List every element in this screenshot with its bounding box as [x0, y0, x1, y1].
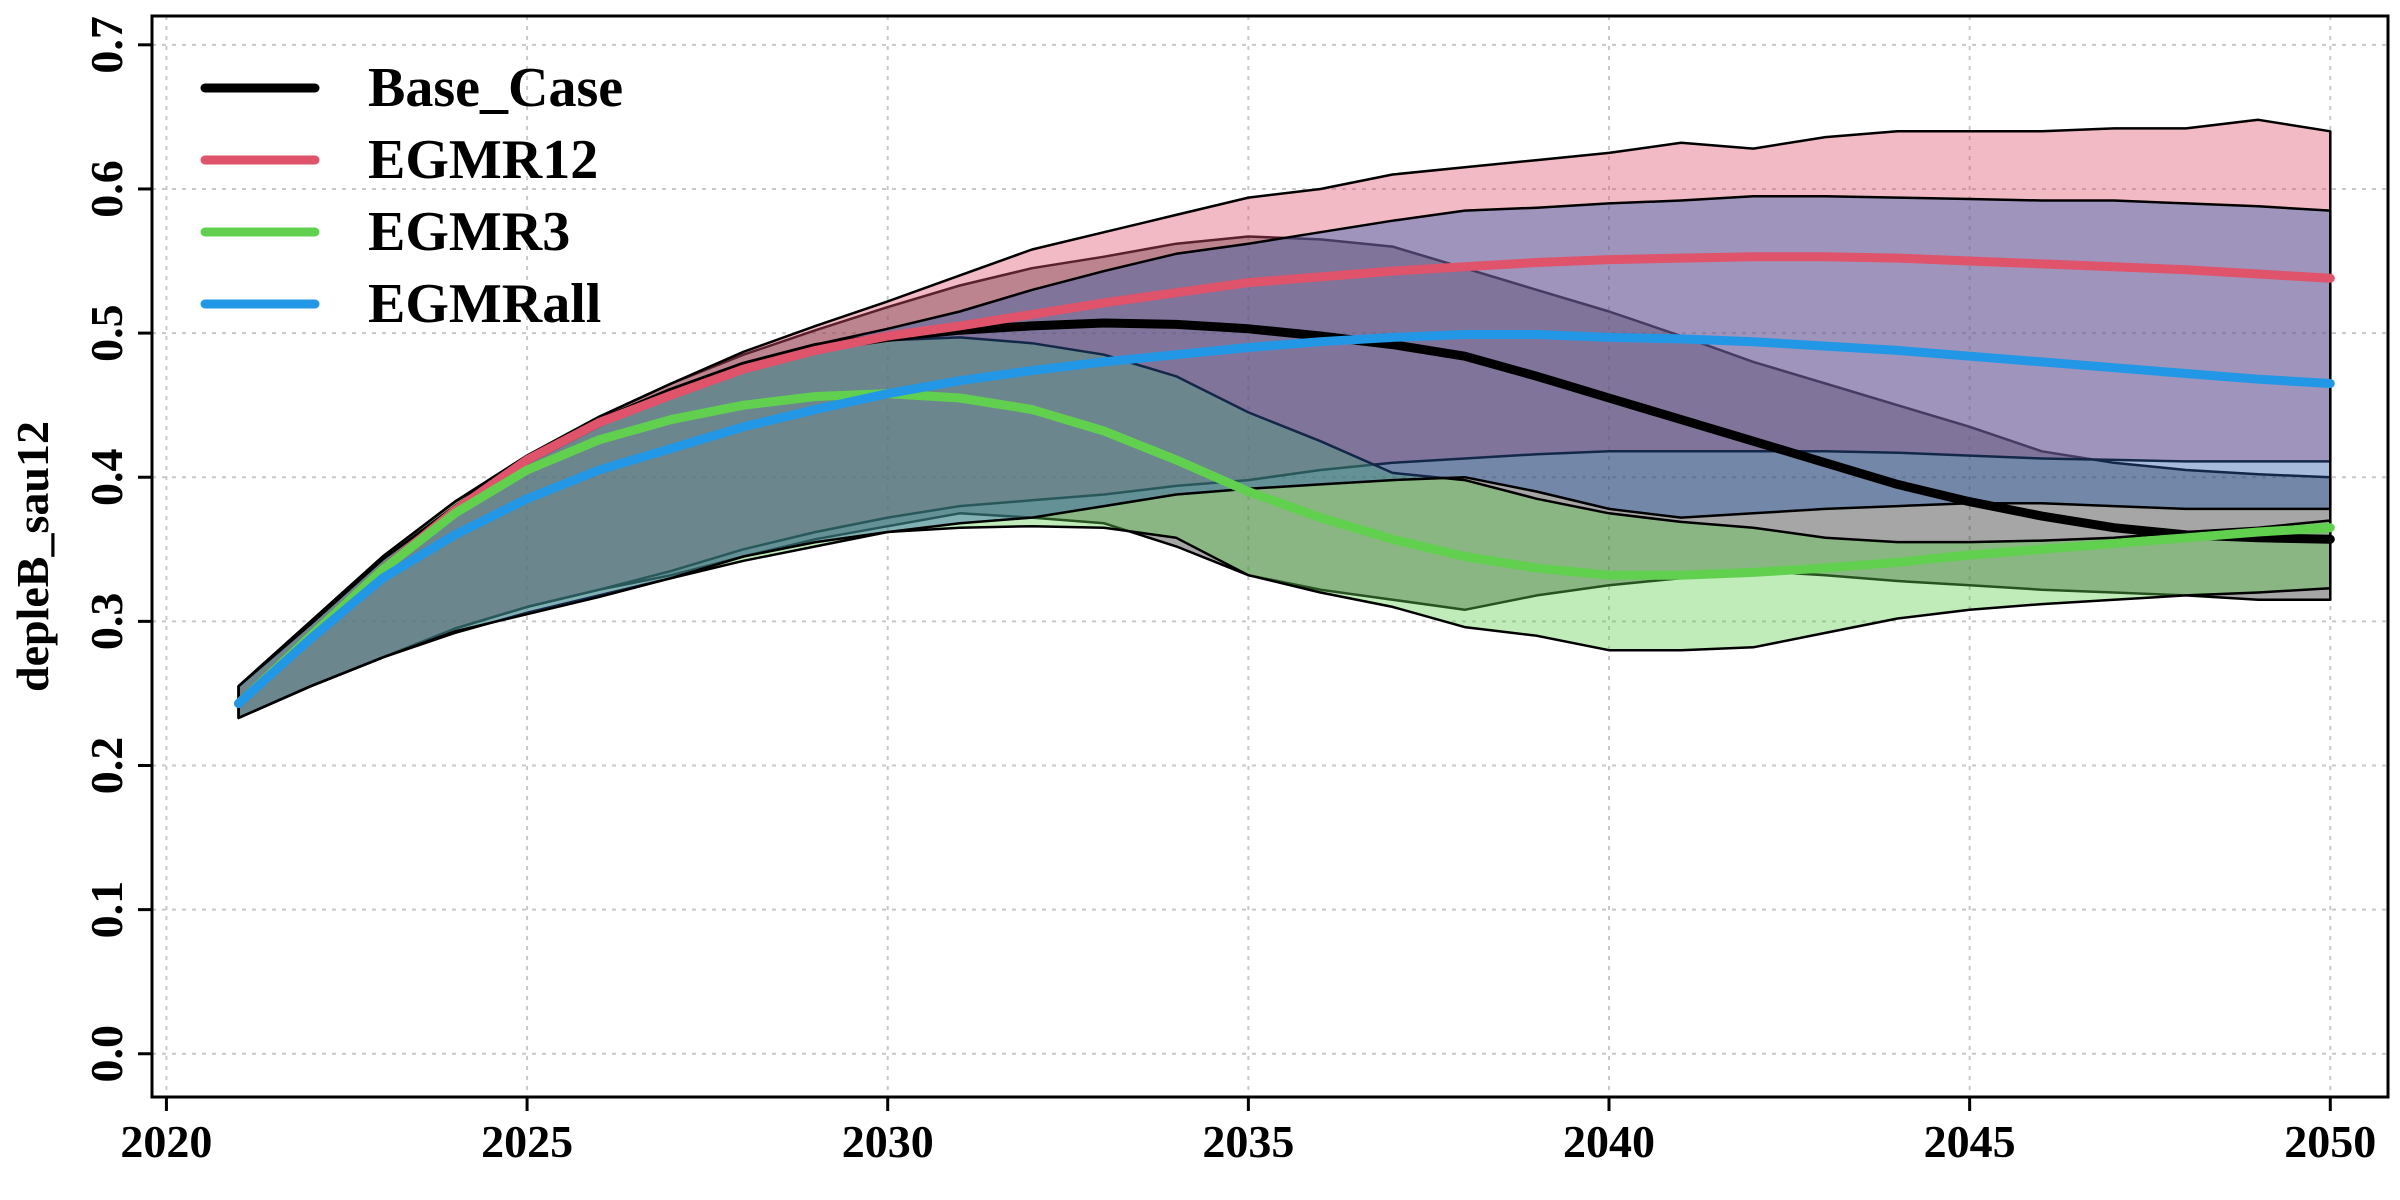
y-tick-label: 0.0 [81, 1025, 132, 1083]
legend-label-egmrall: EGMRall [368, 273, 601, 335]
x-tick-label: 2020 [120, 1116, 212, 1167]
y-tick-label: 0.4 [81, 448, 132, 506]
x-tick-label: 2040 [1563, 1116, 1655, 1167]
y-tick-label: 0.1 [81, 881, 132, 939]
legend: Base_Case EGMR12 EGMR3 EGMRall [200, 57, 623, 335]
y-tick-label: 0.3 [81, 593, 132, 651]
median-lines [234, 252, 2335, 708]
legend-label-egmr3: EGMR3 [368, 201, 570, 263]
legend-label-base-case: Base_Case [368, 57, 623, 119]
axes: 2020 2025 2030 2035 2040 2045 2050 0.0 0.1 0.2 0.3… [81, 16, 2376, 1167]
median-line-egmr12 [234, 252, 2335, 708]
y-tick-label: 0.5 [81, 304, 132, 362]
band-base-case [237, 235, 2332, 720]
band-egmrall [237, 194, 2332, 720]
y-tick-label: 0.2 [81, 737, 132, 795]
y-tick-label: 0.6 [81, 160, 132, 218]
y-tick-label: 0.7 [81, 16, 132, 74]
y-axis-title: depleB_sau12 [7, 421, 58, 692]
plot-frame [150, 14, 2390, 1099]
median-line-egmrall [234, 330, 2335, 708]
median-line-egmr3 [234, 389, 2335, 708]
x-tick-label: 2030 [842, 1116, 934, 1167]
uncertainty-bands [237, 118, 2332, 720]
x-tick-label: 2045 [1924, 1116, 2016, 1167]
x-tick-label: 2050 [2284, 1116, 2376, 1167]
legend-label-egmr12: EGMR12 [368, 129, 598, 191]
x-tick-label: 2035 [1202, 1116, 1294, 1167]
x-tick-label: 2025 [481, 1116, 573, 1167]
